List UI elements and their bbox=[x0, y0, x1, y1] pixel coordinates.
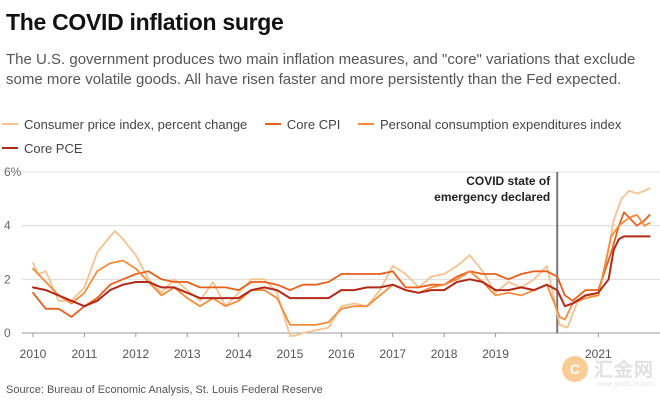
y-tick-label: 6% bbox=[4, 165, 22, 179]
x-tick-label: 2014 bbox=[225, 347, 252, 361]
y-tick-label: 0 bbox=[4, 326, 11, 340]
legend-swatch-core-pce bbox=[2, 147, 18, 149]
y-tick-label: 2 bbox=[4, 272, 11, 286]
watermark: C 汇金网 www.gold678.com bbox=[561, 355, 654, 388]
legend-swatch-pce bbox=[358, 123, 375, 125]
y-tick-label: 4 bbox=[4, 219, 11, 233]
legend-swatch-cpi bbox=[2, 123, 18, 125]
x-tick-label: 2011 bbox=[71, 347, 97, 361]
watermark-text: 汇金网 bbox=[593, 360, 654, 381]
x-tick-label: 2012 bbox=[122, 347, 149, 361]
x-tick-label: 2019 bbox=[482, 347, 509, 361]
inflation-line-chart: 0 2 4 6% 2010 2011 2012 2013 2014 2015 2016 2017 201… bbox=[4, 165, 660, 361]
legend-item-core-pce: Core PCE bbox=[2, 138, 83, 158]
x-tick-label: 2015 bbox=[277, 347, 304, 361]
page-title: The COVID inflation surge bbox=[6, 9, 284, 35]
x-tick-label: 2016 bbox=[328, 347, 355, 361]
source-note: Source: Bureau of Economic Analysis, St.… bbox=[6, 384, 323, 396]
x-tick-label: 2021 bbox=[585, 347, 612, 361]
series-line-core-pce bbox=[32, 235, 651, 308]
series-line-core-cpi bbox=[32, 211, 651, 318]
legend-item-core-cpi: Core CPI bbox=[264, 114, 341, 134]
legend-item-cpi: Consumer price index, percent change bbox=[2, 114, 247, 134]
x-tick-label: 2010 bbox=[20, 347, 47, 361]
watermark-url: www.gold678.com bbox=[597, 381, 654, 388]
legend-item-pce: Personal consumption expenditures index bbox=[358, 114, 621, 134]
series-line-cpi bbox=[32, 187, 651, 337]
x-tick-label: 2017 bbox=[379, 347, 406, 361]
watermark-logo-icon: C bbox=[561, 355, 588, 382]
legend-label-pce: Personal consumption expenditures index bbox=[380, 116, 622, 132]
chart-legend: Consumer price index, percent change Cor… bbox=[2, 113, 652, 161]
legend-label-core-cpi: Core CPI bbox=[286, 116, 341, 132]
annotation-label-line2: emergency declared bbox=[434, 190, 550, 204]
chart-subtitle: The U.S. government produces two main in… bbox=[6, 51, 636, 88]
legend-label-cpi: Consumer price index, percent change bbox=[24, 116, 248, 132]
series-line-pce bbox=[32, 214, 651, 326]
legend-label-core-pce: Core PCE bbox=[24, 140, 83, 156]
x-tick-label: 2013 bbox=[174, 347, 201, 361]
annotation-label-line1: COVID state of bbox=[466, 174, 551, 188]
legend-swatch-core-cpi bbox=[264, 123, 281, 125]
x-tick-label: 2018 bbox=[431, 347, 458, 361]
